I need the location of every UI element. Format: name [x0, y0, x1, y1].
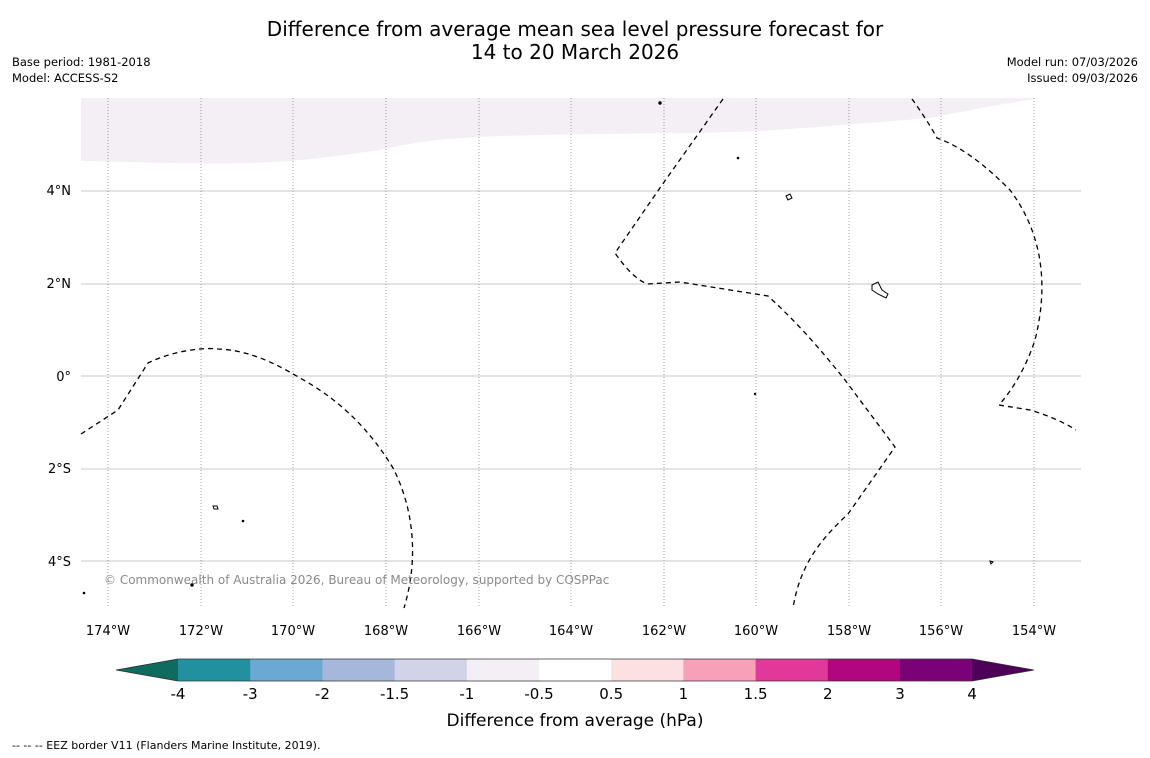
colorbar-segment [539, 659, 612, 681]
latitude-labels: 4°N 2°N 0° 2°S 4°S [47, 184, 72, 570]
colorbar: -4 -3 -2 -1.5 -1 -0.5 0.5 1 1.5 2 3 4 [115, 658, 1035, 703]
island-dot [241, 519, 245, 523]
colorbar-tick-label: -3 [243, 685, 258, 703]
lon-label: 170°W [271, 624, 315, 639]
colorbar-extend-low [116, 659, 178, 681]
colorbar-segment [611, 659, 684, 681]
colorbar-segment [178, 659, 251, 681]
map-area [81, 98, 1081, 608]
colorbar-tick-label: -1.5 [380, 685, 409, 703]
colorbar-tick-label: 2 [823, 685, 833, 703]
copyright-text: © Commonwealth of Australia 2026, Bureau… [104, 573, 609, 587]
meta-left: Base period: 1981-2018 Model: ACCESS-S2 [12, 54, 151, 86]
island-outline [989, 560, 994, 565]
model-text: Model: ACCESS-S2 [12, 71, 119, 85]
lon-label: 156°W [919, 624, 963, 639]
colorbar-outline [115, 658, 1035, 682]
island-dot [753, 392, 757, 396]
colorbar-tick-label: 3 [895, 685, 905, 703]
island-outline [785, 193, 793, 201]
longitude-labels: 174°W 172°W 170°W 168°W 166°W 164°W 162°… [86, 624, 1056, 639]
colorbar-tick-label: -2 [315, 685, 330, 703]
colorbar-segment [322, 659, 396, 681]
islands [82, 101, 994, 595]
colorbar-segment [755, 659, 829, 681]
colorbar-tick-label: -0.5 [524, 685, 553, 703]
colorbar-label: Difference from average (hPa) [447, 711, 704, 731]
model-run-text: Model run: 07/03/2026 [1006, 55, 1138, 69]
lon-label: 172°W [179, 624, 223, 639]
colorbar-segment [827, 659, 901, 681]
island-dot [190, 583, 194, 587]
eez-borders [80, 98, 1077, 609]
colorbar-segment [394, 659, 468, 681]
island-outline [212, 505, 219, 510]
colorbar-tick-label: 4 [967, 685, 977, 703]
lon-label: 160°W [734, 624, 778, 639]
colorbar-tick-label: 1 [679, 685, 689, 703]
lon-label: 164°W [549, 624, 593, 639]
lat-label: 2°N [47, 277, 72, 292]
colorbar-tick-label: 0.5 [599, 685, 623, 703]
colorbar-segment [683, 659, 757, 681]
colorbar-tick-label: -4 [171, 685, 186, 703]
colorbar-tick-label: -1 [459, 685, 474, 703]
colorbar-extend-high [972, 659, 1034, 681]
lon-label: 154°W [1012, 624, 1056, 639]
island-dot [82, 591, 86, 595]
longitude-gridlines [107, 98, 1035, 608]
lon-label: 166°W [457, 624, 501, 639]
lat-label: 0° [56, 370, 71, 385]
title-line-1: Difference from average mean sea level p… [266, 17, 884, 41]
lon-label: 158°W [827, 624, 871, 639]
eez-legend-text: -- -- -- EEZ border V11 (Flanders Marine… [12, 739, 321, 752]
colorbar-segment [250, 659, 323, 681]
colorbar-tick-label: 1.5 [744, 685, 768, 703]
island-dot [736, 156, 740, 160]
base-period-text: Base period: 1981-2018 [12, 55, 151, 69]
island-dot [658, 101, 662, 105]
chart-title: Difference from average mean sea level p… [0, 18, 1150, 64]
shaded-pressure-region [81, 98, 1035, 164]
lon-label: 168°W [364, 624, 408, 639]
meta-right: Model run: 07/03/2026 Issued: 09/03/2026 [1007, 54, 1138, 86]
title-line-2: 14 to 20 March 2026 [470, 40, 680, 64]
island-outline [871, 281, 889, 299]
colorbar-segment [900, 659, 973, 681]
lat-label: 4°N [47, 184, 72, 199]
latitude-gridlines [81, 190, 1081, 562]
issued-text: Issued: 09/03/2026 [1027, 71, 1138, 85]
lat-label: 2°S [48, 462, 71, 477]
lon-label: 174°W [86, 624, 130, 639]
lon-label: 162°W [642, 624, 686, 639]
lat-label: 4°S [48, 555, 71, 570]
colorbar-segment [466, 659, 540, 681]
